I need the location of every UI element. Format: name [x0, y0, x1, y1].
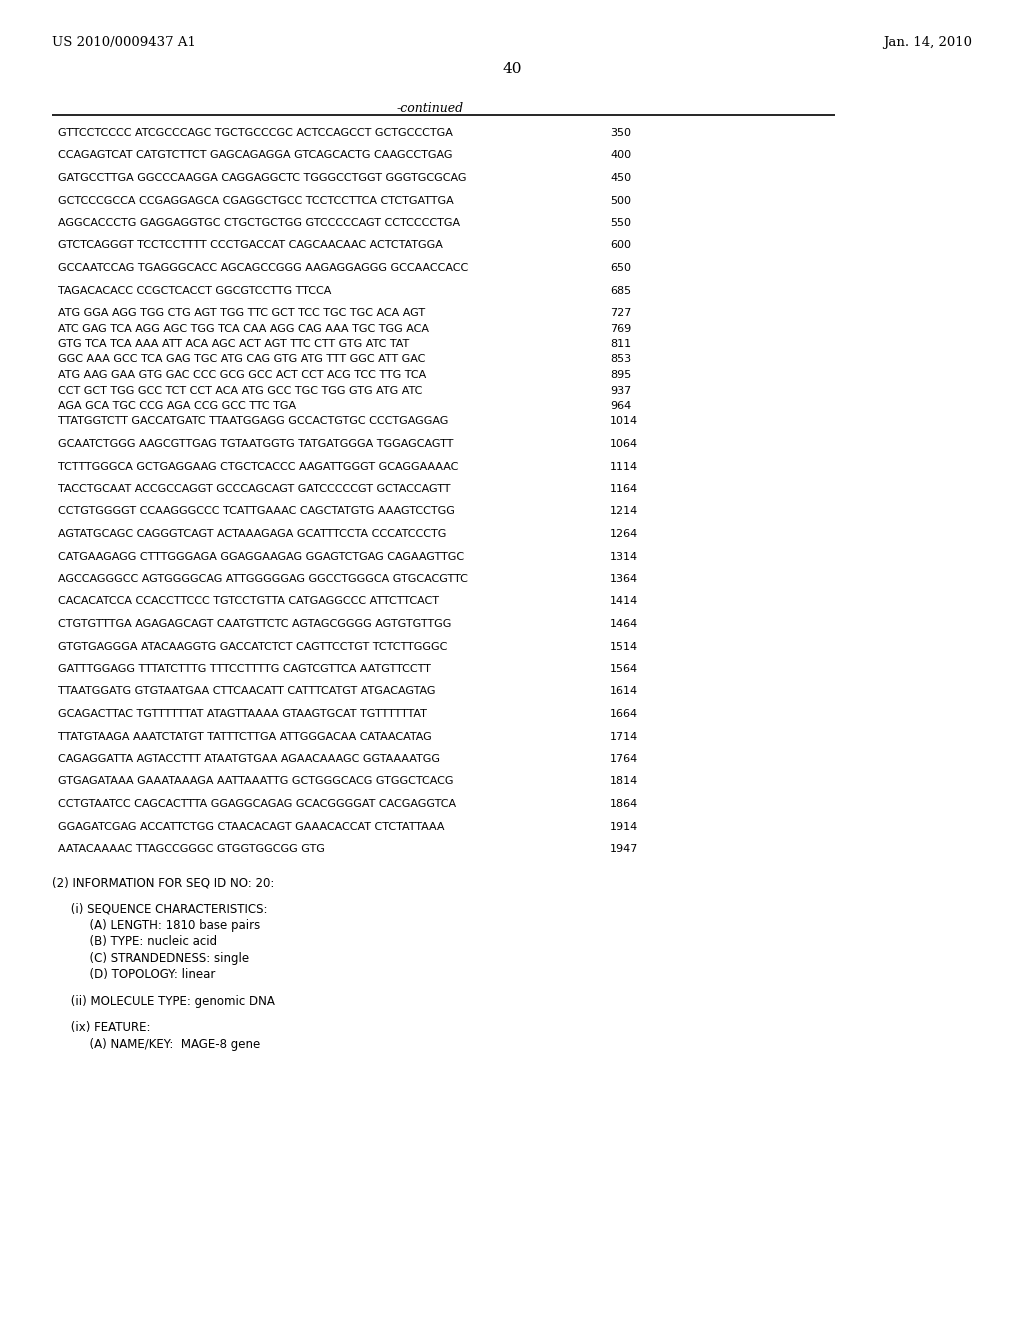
Text: (ix) FEATURE:: (ix) FEATURE: — [52, 1022, 151, 1034]
Text: 550: 550 — [610, 218, 631, 228]
Text: GTGAGATAAA GAAATAAAGA AATTAAATTG GCTGGGCACG GTGGCTCACG: GTGAGATAAA GAAATAAAGA AATTAAATTG GCTGGGC… — [58, 776, 454, 787]
Text: 937: 937 — [610, 385, 631, 396]
Text: TTATGGTCTT GACCATGATC TTAATGGAGG GCCACTGTGC CCCTGAGGAG: TTATGGTCTT GACCATGATC TTAATGGAGG GCCACTG… — [58, 417, 449, 426]
Text: TAGACACACC CCGCTCACCT GGCGTCCTTG TTCCA: TAGACACACC CCGCTCACCT GGCGTCCTTG TTCCA — [58, 285, 332, 296]
Text: 1814: 1814 — [610, 776, 638, 787]
Text: GTCTCAGGGT TCCTCCTTTT CCCTGACCAT CAGCAACAAC ACTCTATGGA: GTCTCAGGGT TCCTCCTTTT CCCTGACCAT CAGCAAC… — [58, 240, 442, 251]
Text: 450: 450 — [610, 173, 631, 183]
Text: 1614: 1614 — [610, 686, 638, 697]
Text: (B) TYPE: nucleic acid: (B) TYPE: nucleic acid — [52, 936, 217, 948]
Text: 811: 811 — [610, 339, 631, 348]
Text: GATGCCTTGA GGCCCAAGGA CAGGAGGCTC TGGGCCTGGT GGGTGCGCAG: GATGCCTTGA GGCCCAAGGA CAGGAGGCTC TGGGCCT… — [58, 173, 467, 183]
Text: 1764: 1764 — [610, 754, 638, 764]
Text: CAGAGGATTA AGTACCTTT ATAATGTGAA AGAACAAAGC GGTAAAATGG: CAGAGGATTA AGTACCTTT ATAATGTGAA AGAACAAA… — [58, 754, 440, 764]
Text: 1264: 1264 — [610, 529, 638, 539]
Text: GGAGATCGAG ACCATTCTGG CTAACACAGT GAAACACCAT CTCTATTAAA: GGAGATCGAG ACCATTCTGG CTAACACAGT GAAACAC… — [58, 821, 444, 832]
Text: AGGCACCCTG GAGGAGGTGC CTGCTGCTGG GTCCCCCAGT CCTCCCCTGA: AGGCACCCTG GAGGAGGTGC CTGCTGCTGG GTCCCCC… — [58, 218, 460, 228]
Text: 350: 350 — [610, 128, 631, 139]
Text: 650: 650 — [610, 263, 631, 273]
Text: 727: 727 — [610, 308, 632, 318]
Text: 1664: 1664 — [610, 709, 638, 719]
Text: GCCAATCCAG TGAGGGCACC AGCAGCCGGG AAGAGGAGGG GCCAACCACC: GCCAATCCAG TGAGGGCACC AGCAGCCGGG AAGAGGA… — [58, 263, 468, 273]
Text: 1947: 1947 — [610, 843, 638, 854]
Text: AGTATGCAGC CAGGGTCAGT ACTAAAGAGA GCATTTCCTA CCCATCCCTG: AGTATGCAGC CAGGGTCAGT ACTAAAGAGA GCATTTC… — [58, 529, 446, 539]
Text: 1464: 1464 — [610, 619, 638, 630]
Text: GCTCCCGCCA CCGAGGAGCA CGAGGCTGCC TCCTCCTTCA CTCTGATTGA: GCTCCCGCCA CCGAGGAGCA CGAGGCTGCC TCCTCCT… — [58, 195, 454, 206]
Text: (i) SEQUENCE CHARACTERISTICS:: (i) SEQUENCE CHARACTERISTICS: — [52, 903, 267, 915]
Text: TTAATGGATG GTGTAATGAA CTTCAACATT CATTTCATGT ATGACAGTAG: TTAATGGATG GTGTAATGAA CTTCAACATT CATTTCA… — [58, 686, 435, 697]
Text: GATTTGGAGG TTTATCTTTG TTTCCTTTTG CAGTCGTTCA AATGTTCCTT: GATTTGGAGG TTTATCTTTG TTTCCTTTTG CAGTCGT… — [58, 664, 431, 675]
Text: 1314: 1314 — [610, 552, 638, 561]
Text: 600: 600 — [610, 240, 631, 251]
Text: Jan. 14, 2010: Jan. 14, 2010 — [883, 36, 972, 49]
Text: CCTGTGGGGT CCAAGGGCCC TCATTGAAAC CAGCTATGTG AAAGTCCTGG: CCTGTGGGGT CCAAGGGCCC TCATTGAAAC CAGCTAT… — [58, 507, 455, 516]
Text: 895: 895 — [610, 370, 631, 380]
Text: CCT GCT TGG GCC TCT CCT ACA ATG GCC TGC TGG GTG ATG ATC: CCT GCT TGG GCC TCT CCT ACA ATG GCC TGC … — [58, 385, 422, 396]
Text: 1064: 1064 — [610, 440, 638, 449]
Text: ATG AAG GAA GTG GAC CCC GCG GCC ACT CCT ACG TCC TTG TCA: ATG AAG GAA GTG GAC CCC GCG GCC ACT CCT … — [58, 370, 426, 380]
Text: 400: 400 — [610, 150, 631, 161]
Text: TACCTGCAAT ACCGCCAGGT GCCCAGCAGT GATCCCCCGT GCTACCAGTT: TACCTGCAAT ACCGCCAGGT GCCCAGCAGT GATCCCC… — [58, 484, 451, 494]
Text: 40: 40 — [502, 62, 522, 77]
Text: 1364: 1364 — [610, 574, 638, 583]
Text: GTGTGAGGGA ATACAAGGTG GACCATCTCT CAGTTCCTGT TCTCTTGGGC: GTGTGAGGGA ATACAAGGTG GACCATCTCT CAGTTCC… — [58, 642, 447, 652]
Text: ATC GAG TCA AGG AGC TGG TCA CAA AGG CAG AAA TGC TGG ACA: ATC GAG TCA AGG AGC TGG TCA CAA AGG CAG … — [58, 323, 429, 334]
Text: 1414: 1414 — [610, 597, 638, 606]
Text: 769: 769 — [610, 323, 631, 334]
Text: 1864: 1864 — [610, 799, 638, 809]
Text: 1014: 1014 — [610, 417, 638, 426]
Text: CACACATCCA CCACCTTCCC TGTCCTGTTA CATGAGGCCC ATTCTTCACT: CACACATCCA CCACCTTCCC TGTCCTGTTA CATGAGG… — [58, 597, 439, 606]
Text: GCAATCTGGG AAGCGTTGAG TGTAATGGTG TATGATGGGA TGGAGCAGTT: GCAATCTGGG AAGCGTTGAG TGTAATGGTG TATGATG… — [58, 440, 454, 449]
Text: 1164: 1164 — [610, 484, 638, 494]
Text: 853: 853 — [610, 355, 631, 364]
Text: 1114: 1114 — [610, 462, 638, 471]
Text: GTTCCTCCCC ATCGCCCAGC TGCTGCCCGC ACTCCAGCCT GCTGCCCTGA: GTTCCTCCCC ATCGCCCAGC TGCTGCCCGC ACTCCAG… — [58, 128, 453, 139]
Text: (ii) MOLECULE TYPE: genomic DNA: (ii) MOLECULE TYPE: genomic DNA — [52, 995, 274, 1007]
Text: 685: 685 — [610, 285, 631, 296]
Text: GTG TCA TCA AAA ATT ACA AGC ACT AGT TTC CTT GTG ATC TAT: GTG TCA TCA AAA ATT ACA AGC ACT AGT TTC … — [58, 339, 410, 348]
Text: 1914: 1914 — [610, 821, 638, 832]
Text: TTATGTAAGA AAATCTATGT TATTTCTTGA ATTGGGACAA CATAACATAG: TTATGTAAGA AAATCTATGT TATTTCTTGA ATTGGGA… — [58, 731, 432, 742]
Text: US 2010/0009437 A1: US 2010/0009437 A1 — [52, 36, 196, 49]
Text: 500: 500 — [610, 195, 631, 206]
Text: AATACAAAAC TTAGCCGGGC GTGGTGGCGG GTG: AATACAAAAC TTAGCCGGGC GTGGTGGCGG GTG — [58, 843, 325, 854]
Text: (A) LENGTH: 1810 base pairs: (A) LENGTH: 1810 base pairs — [52, 919, 260, 932]
Text: -continued: -continued — [396, 102, 464, 115]
Text: GGC AAA GCC TCA GAG TGC ATG CAG GTG ATG TTT GGC ATT GAC: GGC AAA GCC TCA GAG TGC ATG CAG GTG ATG … — [58, 355, 425, 364]
Text: TCTTTGGGCA GCTGAGGAAG CTGCTCACCC AAGATTGGGT GCAGGAAAAC: TCTTTGGGCA GCTGAGGAAG CTGCTCACCC AAGATTG… — [58, 462, 459, 471]
Text: CCAGAGTCAT CATGTCTTCT GAGCAGAGGA GTCAGCACTG CAAGCCTGAG: CCAGAGTCAT CATGTCTTCT GAGCAGAGGA GTCAGCA… — [58, 150, 453, 161]
Text: (A) NAME/KEY:  MAGE-8 gene: (A) NAME/KEY: MAGE-8 gene — [52, 1038, 260, 1051]
Text: 1714: 1714 — [610, 731, 638, 742]
Text: ATG GGA AGG TGG CTG AGT TGG TTC GCT TCC TGC TGC ACA AGT: ATG GGA AGG TGG CTG AGT TGG TTC GCT TCC … — [58, 308, 425, 318]
Text: GCAGACTTAC TGTTTTTTAT ATAGTTAAAA GTAAGTGCAT TGTTTTTTAT: GCAGACTTAC TGTTTTTTAT ATAGTTAAAA GTAAGTG… — [58, 709, 427, 719]
Text: CTGTGTTTGA AGAGAGCAGT CAATGTTCTC AGTAGCGGGG AGTGTGTTGG: CTGTGTTTGA AGAGAGCAGT CAATGTTCTC AGTAGCG… — [58, 619, 452, 630]
Text: 1564: 1564 — [610, 664, 638, 675]
Text: 1514: 1514 — [610, 642, 638, 652]
Text: (D) TOPOLOGY: linear: (D) TOPOLOGY: linear — [52, 969, 215, 981]
Text: CATGAAGAGG CTTTGGGAGA GGAGGAAGAG GGAGTCTGAG CAGAAGTTGC: CATGAAGAGG CTTTGGGAGA GGAGGAAGAG GGAGTCT… — [58, 552, 464, 561]
Text: (2) INFORMATION FOR SEQ ID NO: 20:: (2) INFORMATION FOR SEQ ID NO: 20: — [52, 876, 274, 888]
Text: CCTGTAATCC CAGCACTTTA GGAGGCAGAG GCACGGGGAT CACGAGGTCA: CCTGTAATCC CAGCACTTTA GGAGGCAGAG GCACGGG… — [58, 799, 456, 809]
Text: 964: 964 — [610, 401, 631, 411]
Text: AGCCAGGGCC AGTGGGGCAG ATTGGGGGAG GGCCTGGGCA GTGCACGTTC: AGCCAGGGCC AGTGGGGCAG ATTGGGGGAG GGCCTGG… — [58, 574, 468, 583]
Text: (C) STRANDEDNESS: single: (C) STRANDEDNESS: single — [52, 952, 249, 965]
Text: 1214: 1214 — [610, 507, 638, 516]
Text: AGA GCA TGC CCG AGA CCG GCC TTC TGA: AGA GCA TGC CCG AGA CCG GCC TTC TGA — [58, 401, 296, 411]
